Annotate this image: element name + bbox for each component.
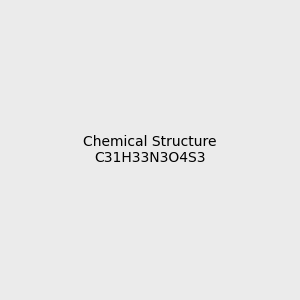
- Text: Chemical Structure
C31H33N3O4S3: Chemical Structure C31H33N3O4S3: [83, 135, 217, 165]
